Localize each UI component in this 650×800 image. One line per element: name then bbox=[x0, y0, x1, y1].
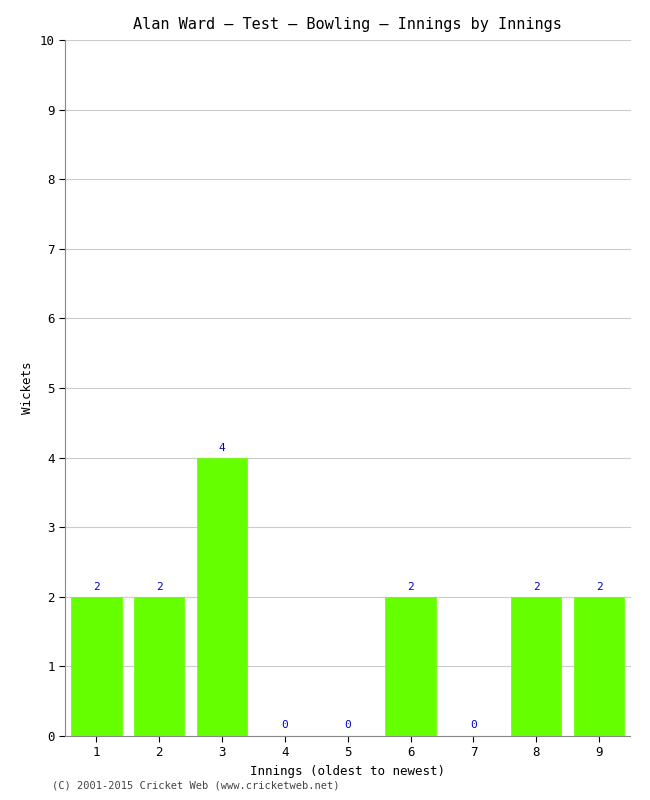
Bar bbox=[385, 597, 436, 736]
Bar bbox=[134, 597, 185, 736]
Bar bbox=[72, 597, 122, 736]
Text: 2: 2 bbox=[533, 582, 540, 592]
Text: 0: 0 bbox=[344, 721, 351, 730]
Bar bbox=[197, 458, 247, 736]
Bar bbox=[511, 597, 562, 736]
Text: 2: 2 bbox=[595, 582, 603, 592]
Text: 2: 2 bbox=[93, 582, 100, 592]
Bar bbox=[574, 597, 624, 736]
Title: Alan Ward – Test – Bowling – Innings by Innings: Alan Ward – Test – Bowling – Innings by … bbox=[133, 17, 562, 32]
Text: (C) 2001-2015 Cricket Web (www.cricketweb.net): (C) 2001-2015 Cricket Web (www.cricketwe… bbox=[52, 781, 339, 790]
Text: 0: 0 bbox=[281, 721, 289, 730]
Text: 4: 4 bbox=[218, 442, 226, 453]
Text: 0: 0 bbox=[470, 721, 477, 730]
Y-axis label: Wickets: Wickets bbox=[21, 362, 34, 414]
Text: 2: 2 bbox=[156, 582, 162, 592]
X-axis label: Innings (oldest to newest): Innings (oldest to newest) bbox=[250, 765, 445, 778]
Text: 2: 2 bbox=[407, 582, 414, 592]
